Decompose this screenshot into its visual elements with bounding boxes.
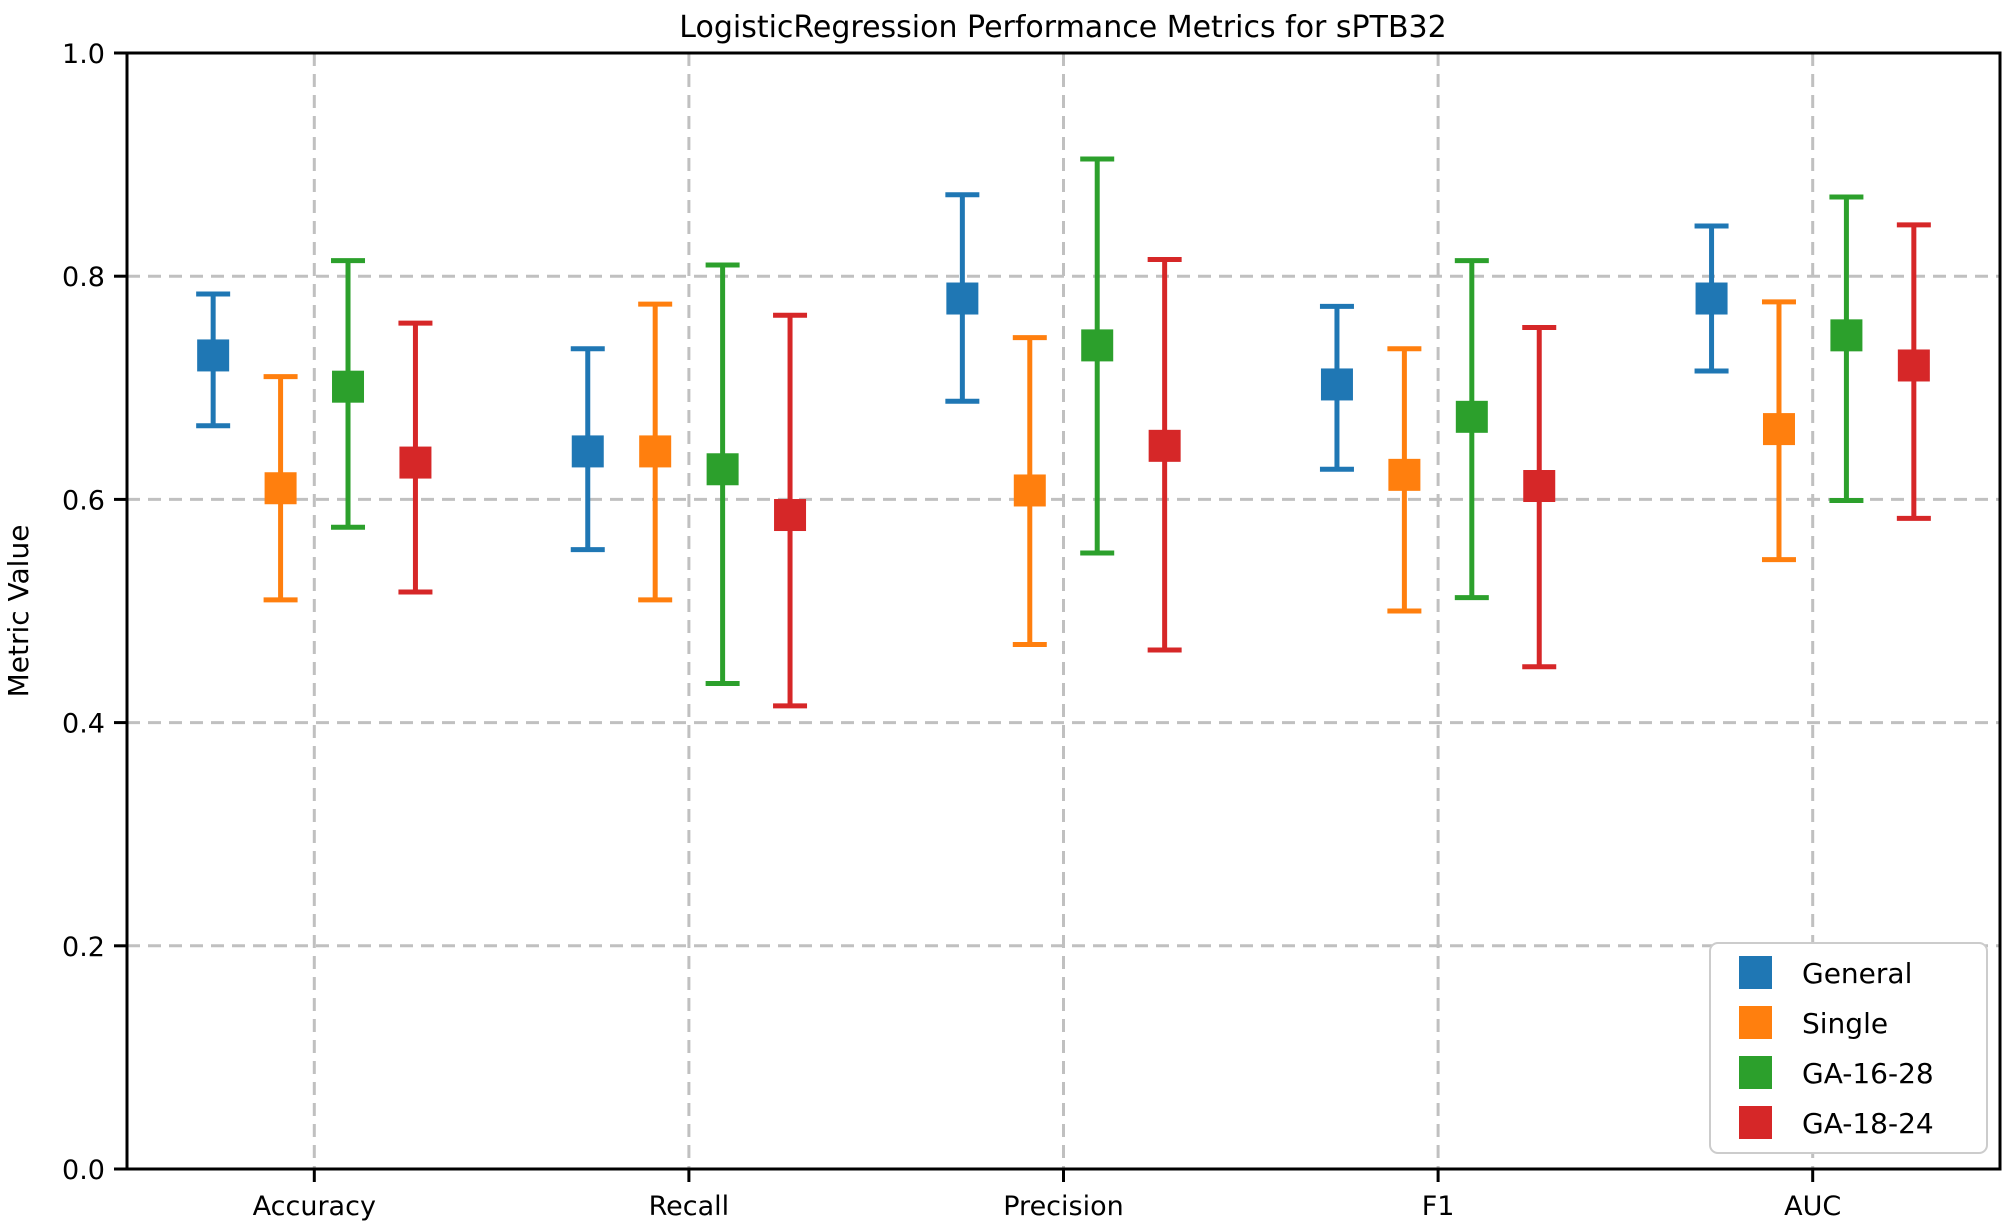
chart-title: LogisticRegression Performance Metrics f… bbox=[679, 10, 1446, 45]
tick-layer: 0.0 0.2 0.4 0.6 0.8 1.0 Accuracy Recall Precisio… bbox=[62, 39, 1841, 1222]
y-tick-label: 0.4 bbox=[62, 709, 105, 740]
y-tick-label: 0.8 bbox=[62, 262, 105, 293]
x-tick-label: Accuracy bbox=[253, 1191, 376, 1222]
marker-square bbox=[399, 446, 432, 479]
data-layer bbox=[196, 156, 1931, 709]
legend-label: General bbox=[1802, 957, 1912, 990]
marker-square bbox=[946, 282, 979, 315]
y-tick-label: 0.2 bbox=[62, 932, 105, 963]
marker-square bbox=[1762, 413, 1795, 446]
marker-square bbox=[1320, 368, 1353, 401]
marker-square bbox=[1897, 349, 1930, 382]
series-general bbox=[196, 192, 1729, 553]
x-tick-label: Recall bbox=[649, 1191, 730, 1222]
x-tick-label: Precision bbox=[1003, 1191, 1123, 1222]
x-tick-label: F1 bbox=[1422, 1191, 1455, 1222]
legend-swatch bbox=[1739, 1006, 1772, 1039]
marker-square bbox=[571, 435, 604, 468]
legend-label: GA-18-24 bbox=[1802, 1107, 1934, 1140]
marker-square bbox=[332, 370, 365, 403]
marker-square bbox=[1830, 319, 1863, 352]
marker-square bbox=[774, 499, 807, 532]
marker-square bbox=[1695, 282, 1728, 315]
marker-square bbox=[1455, 400, 1488, 433]
y-tick-label: 0.6 bbox=[62, 485, 105, 516]
marker-square bbox=[1081, 329, 1114, 362]
marker-square bbox=[639, 435, 672, 468]
marker-square bbox=[1388, 458, 1421, 491]
marker-square bbox=[706, 453, 739, 486]
legend-swatch bbox=[1739, 1056, 1772, 1089]
marker-square bbox=[197, 339, 230, 372]
marker-square bbox=[1013, 474, 1046, 507]
legend-box bbox=[1709, 942, 1988, 1154]
marker-square bbox=[1523, 470, 1556, 503]
y-tick-label: 0.0 bbox=[62, 1155, 105, 1186]
legend: General Single GA-16-28 GA-18-24 bbox=[1709, 942, 1988, 1154]
legend-label: GA-16-28 bbox=[1802, 1057, 1934, 1090]
grid-layer bbox=[127, 53, 2000, 1169]
y-axis-label: Metric Value bbox=[2, 525, 35, 698]
series-single bbox=[263, 299, 1796, 647]
series-ga-18-24 bbox=[398, 222, 1931, 709]
legend-label: Single bbox=[1802, 1007, 1888, 1040]
marker-square bbox=[1148, 429, 1181, 462]
x-tick-label: AUC bbox=[1784, 1191, 1841, 1222]
y-tick-label: 1.0 bbox=[62, 39, 105, 70]
legend-swatch bbox=[1739, 1106, 1772, 1139]
marker-square bbox=[264, 472, 297, 505]
series-ga-16-28 bbox=[331, 156, 1864, 687]
legend-swatch bbox=[1739, 956, 1772, 989]
